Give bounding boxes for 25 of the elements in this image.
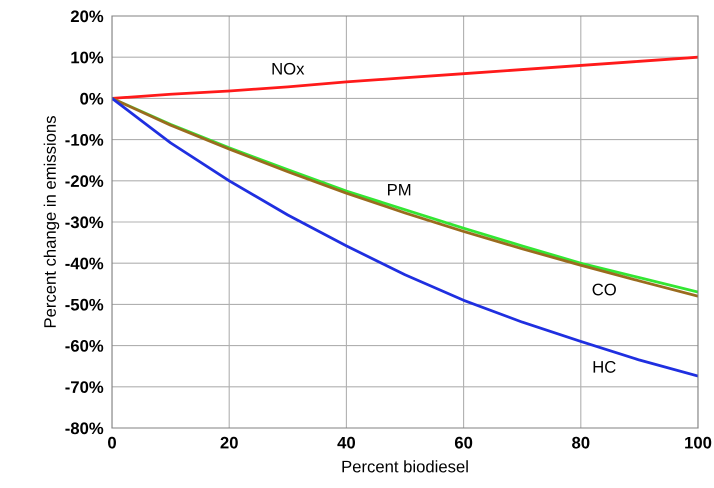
series-label: HC — [594, 361, 616, 373]
x-tick-label: 100 — [685, 436, 712, 449]
y-tick-label: 0% — [80, 92, 104, 105]
y-tick-label: -70% — [65, 381, 104, 394]
y-tick-label: -40% — [65, 258, 104, 270]
y-axis-title: Percent change in emissions — [44, 116, 60, 328]
y-tick-label: -20% — [65, 175, 104, 188]
y-tick-label: 20% — [70, 10, 104, 22]
line-series — [112, 56, 698, 100]
y-tick-label: -50% — [65, 298, 104, 311]
x-axis-title: Percent biodiesel — [342, 460, 468, 472]
x-tick-label: 20 — [220, 436, 238, 449]
y-tick-label: -60% — [65, 340, 104, 352]
x-tick-label: 60 — [454, 436, 472, 449]
series-label: PM — [388, 184, 410, 196]
line-series — [112, 97, 698, 378]
y-tick-label: -10% — [65, 134, 104, 146]
y-tick-label: 10% — [71, 52, 104, 64]
series-label: NOx — [272, 62, 304, 75]
x-tick-label: 40 — [337, 436, 355, 449]
y-tick-label: -80% — [65, 422, 104, 434]
x-tick-label: 0 — [108, 436, 116, 449]
series-label: CO — [592, 284, 616, 296]
y-tick-label: -30% — [65, 216, 104, 228]
x-tick-label: 80 — [572, 436, 590, 449]
